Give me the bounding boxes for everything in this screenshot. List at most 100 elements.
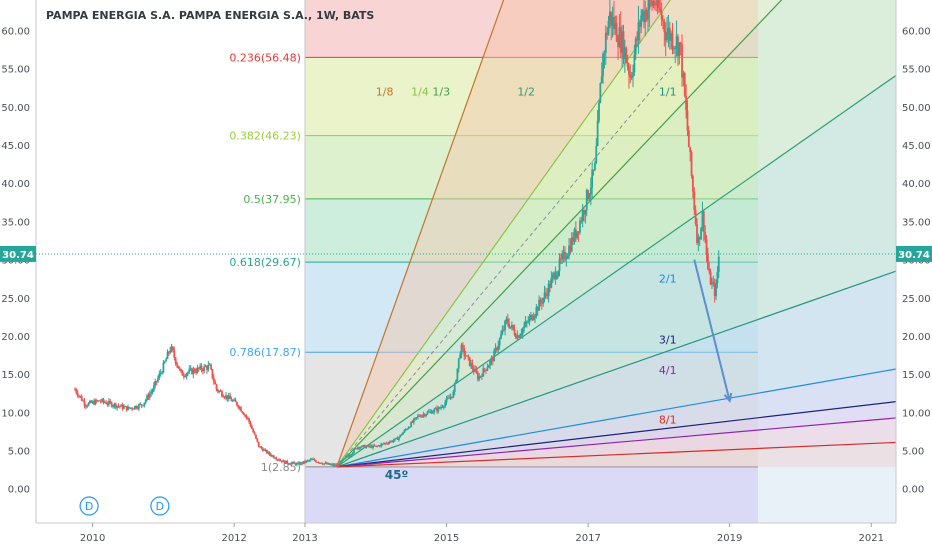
candle-body <box>218 390 221 392</box>
candle-body <box>596 120 599 147</box>
x-tick-label: 2017 <box>575 533 600 544</box>
candle-body <box>577 231 580 233</box>
candle-body <box>148 393 151 398</box>
gann-fan-line <box>336 74 896 468</box>
candle-body <box>195 372 197 374</box>
y-tick-label-right: 55.00 <box>902 65 931 76</box>
candle-body <box>429 411 432 413</box>
candle-body <box>690 152 693 177</box>
candle-body <box>316 461 319 463</box>
candle-body <box>159 372 162 374</box>
candle-body <box>182 375 185 377</box>
candle-body <box>192 369 195 375</box>
last-price-badge-right <box>896 245 932 262</box>
candle-body <box>411 421 414 423</box>
candle-body <box>102 399 105 402</box>
candle-body <box>252 428 255 433</box>
candle-body <box>666 33 668 41</box>
candle-body <box>486 367 489 371</box>
candle-body <box>110 402 113 407</box>
candle-body <box>138 404 140 409</box>
candle-body <box>701 211 704 229</box>
candle-body <box>204 366 207 368</box>
fib-level-label: 0.382(46.23) <box>229 130 301 143</box>
candle-body <box>694 209 697 224</box>
candle-body <box>591 169 594 188</box>
candle-body <box>576 231 579 238</box>
y-tick-label-right: 25.00 <box>902 294 931 305</box>
candle-body <box>201 369 204 371</box>
candle-body <box>231 400 234 402</box>
candle-body <box>389 440 392 443</box>
candle-body <box>531 314 534 320</box>
candle-body <box>528 317 531 322</box>
candle-body <box>75 389 78 393</box>
candle-body <box>456 368 459 381</box>
candle-body <box>146 395 148 400</box>
candle-body <box>361 445 364 448</box>
candle-body <box>353 449 355 453</box>
candle-body <box>293 462 295 464</box>
candle-body <box>545 292 547 294</box>
candle-body <box>327 463 330 465</box>
candle-body <box>200 365 203 370</box>
y-tick-label-left: 40.00 <box>1 179 30 190</box>
candle-body <box>692 176 694 192</box>
candle-body <box>501 329 504 335</box>
candle-body <box>623 47 626 60</box>
candle-body <box>196 367 199 373</box>
gann-fan-zone <box>336 0 896 467</box>
candle-body <box>572 237 575 243</box>
gann-fan-label: 1/8 <box>376 85 394 98</box>
candle-body <box>238 407 241 409</box>
candle-body <box>441 407 444 409</box>
candle-body <box>385 443 388 445</box>
candle-body <box>569 245 572 252</box>
candle-body <box>206 366 208 370</box>
candle-body <box>338 464 340 466</box>
candle-body <box>550 278 553 288</box>
y-tick-label-left: 50.00 <box>1 103 30 114</box>
candle-body <box>610 11 613 27</box>
candle-body <box>403 430 406 433</box>
candle-body <box>241 411 244 413</box>
candle-body <box>662 19 664 22</box>
candle-body <box>600 76 603 84</box>
candle-body <box>667 27 670 34</box>
candle-body <box>540 302 543 304</box>
candle-body <box>509 326 512 328</box>
candle-body <box>475 369 478 373</box>
candle-body <box>106 403 109 405</box>
candle-body <box>608 11 611 21</box>
candle-body <box>677 36 679 57</box>
candle-body <box>363 445 366 448</box>
candle-body <box>373 445 376 447</box>
candle-body <box>641 10 644 16</box>
candle-body <box>103 401 106 403</box>
candle-body <box>521 328 524 334</box>
candle-body <box>584 210 587 215</box>
candle-body <box>230 398 233 402</box>
candle-body <box>193 369 196 373</box>
candle-body <box>557 271 560 277</box>
x-tick-label: 2010 <box>80 533 105 544</box>
x-tick-label: 2019 <box>717 533 742 544</box>
candle-body <box>425 414 428 416</box>
candle-body <box>280 460 283 463</box>
candle-body <box>136 408 139 410</box>
candle-body <box>298 462 301 465</box>
candle-body <box>142 405 144 407</box>
candle-body <box>426 412 429 415</box>
candle-body <box>660 11 663 20</box>
candle-body <box>536 307 539 311</box>
candle-body <box>329 464 332 466</box>
x-tick-label: 2013 <box>292 533 317 544</box>
candle-body <box>505 318 508 322</box>
candle-body <box>445 398 448 403</box>
candle-body <box>611 17 614 27</box>
candle-body <box>124 406 127 408</box>
candle-body <box>176 363 178 366</box>
candle-body <box>152 385 155 391</box>
y-tick-label-right: 40.00 <box>902 179 931 190</box>
